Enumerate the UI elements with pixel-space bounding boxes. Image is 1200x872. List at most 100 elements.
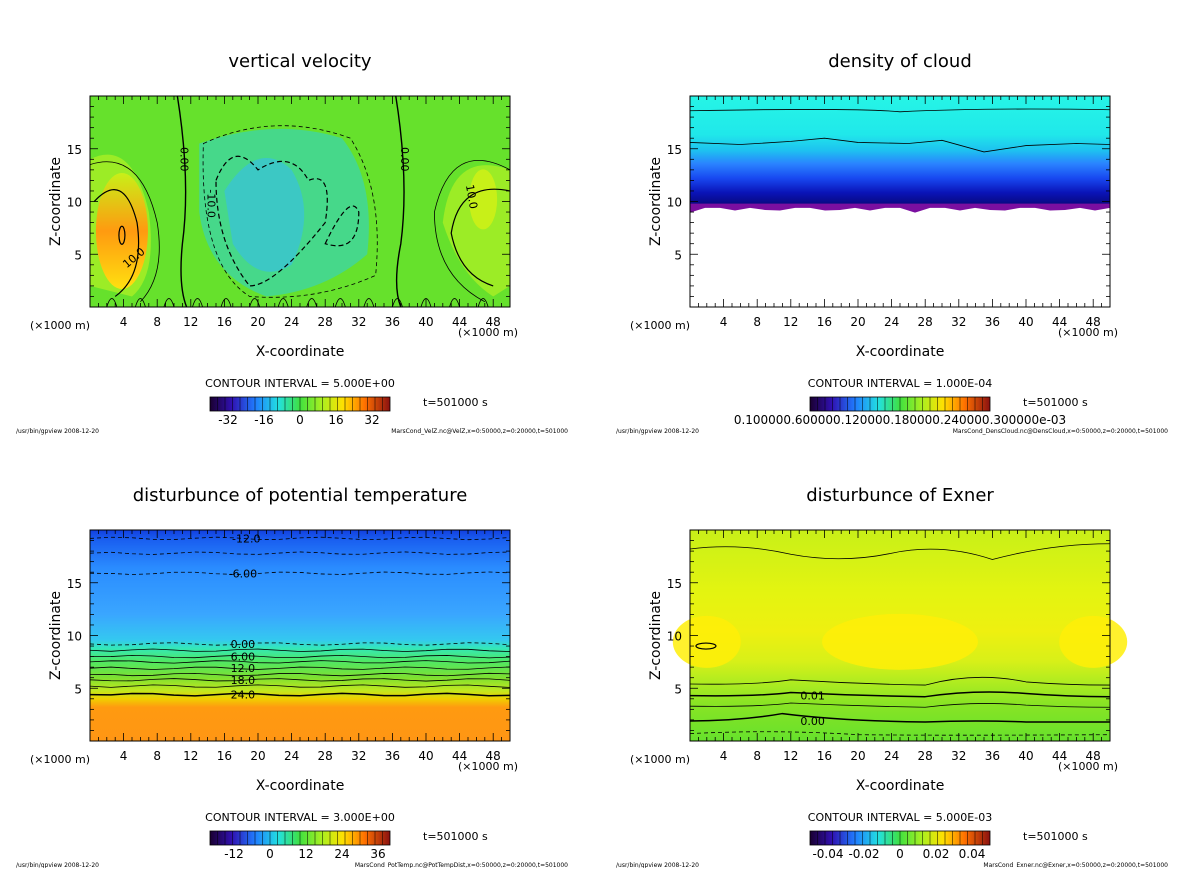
x-tick-label: 36	[385, 315, 400, 329]
y-axis-label: Z-coordinate	[48, 591, 64, 680]
y-tick-label: 5	[674, 682, 682, 696]
x-tick-label: 24	[884, 315, 899, 329]
colorbar-label: 16	[328, 413, 343, 427]
colorbar-label: 36	[370, 847, 385, 861]
x-tick-label: 28	[318, 315, 333, 329]
x-unit-label: (×1000 m)	[30, 753, 90, 766]
footer-right: MarsCond_DensCloud.nc@DensCloud,x=0:5000…	[953, 428, 1168, 435]
x-tick-label: 40	[418, 315, 433, 329]
plot-field: 0.00 0.00-10.010.010.0	[90, 96, 510, 307]
y-tick-label: 10	[67, 630, 82, 644]
x-unit-label-right: (×1000 m)	[458, 760, 518, 773]
colorbar-label: -32	[218, 413, 238, 427]
y-tick-label: 5	[74, 682, 82, 696]
contour-label: -12.0	[232, 532, 260, 545]
x-tick-label: 20	[850, 315, 865, 329]
chart-panel: disturbunce of potential temperature-12.…	[16, 485, 568, 868]
chart-title: disturbunce of Exner	[806, 485, 994, 506]
y-tick-label: 5	[674, 248, 682, 262]
x-tick-label: 24	[884, 749, 899, 763]
x-tick-label: 16	[217, 315, 232, 329]
y-axis-label: Z-coordinate	[648, 591, 664, 680]
x-tick-label: 8	[153, 315, 161, 329]
field-background	[90, 530, 510, 741]
x-tick-label: 40	[1018, 749, 1033, 763]
colorbar-label: 0.04	[959, 847, 986, 861]
contour-interval-text: CONTOUR INTERVAL = 5.000E-03	[808, 811, 992, 824]
colorbar-label: -0.02	[848, 847, 879, 861]
x-tick-label: 28	[918, 315, 933, 329]
x-tick-label: 16	[817, 749, 832, 763]
colorbar-label: 0.02	[923, 847, 950, 861]
colorbar-label: 0	[896, 847, 904, 861]
exner-high-right	[1059, 616, 1127, 668]
x-unit-label: (×1000 m)	[630, 753, 690, 766]
contour-label: -10.0	[205, 189, 218, 217]
x-tick-label: 8	[753, 749, 761, 763]
colorbar-label: -16	[254, 413, 274, 427]
x-tick-label: 12	[783, 315, 798, 329]
contour-label: 0.00	[398, 147, 411, 172]
x-unit-label: (×1000 m)	[630, 319, 690, 332]
contour-interval-text: CONTOUR INTERVAL = 1.000E-04	[808, 377, 992, 390]
x-tick-label: 32	[951, 749, 966, 763]
x-axis-label: X-coordinate	[256, 778, 345, 794]
x-tick-label: 12	[183, 315, 198, 329]
contour-label: 0.00	[178, 147, 191, 172]
x-tick-label: 36	[385, 749, 400, 763]
y-tick-label: 15	[67, 577, 82, 591]
x-tick-label: 32	[351, 315, 366, 329]
x-unit-label-right: (×1000 m)	[1058, 326, 1118, 339]
y-axis-label: Z-coordinate	[48, 157, 64, 246]
x-tick-label: 8	[753, 315, 761, 329]
footer-left: /usr/bin/gpview 2008-12-20	[16, 862, 99, 868]
x-tick-label: 32	[351, 749, 366, 763]
y-tick-label: 15	[667, 577, 682, 591]
chart-title: vertical velocity	[228, 51, 372, 72]
plot-field	[690, 96, 1110, 307]
x-tick-label: 4	[120, 315, 128, 329]
time-stamp: t=501000 s	[1023, 396, 1088, 409]
x-tick-label: 12	[783, 749, 798, 763]
time-stamp: t=501000 s	[1023, 830, 1088, 843]
footer-right: MarsCond_VelZ.nc@VelZ,x=0:50000,z=0:2000…	[391, 428, 568, 435]
figure-page: vertical velocity 0.00 0.00 -10.0 10.0 10.0 4 8…	[0, 0, 1200, 868]
x-tick-label: 16	[217, 749, 232, 763]
x-tick-label: 36	[985, 749, 1000, 763]
x-tick-label: 4	[720, 315, 728, 329]
x-tick-label: 36	[985, 315, 1000, 329]
contour-label: -6.00	[229, 567, 257, 580]
x-unit-label: (×1000 m)	[30, 319, 90, 332]
colorbar-label: -12	[224, 847, 244, 861]
x-tick-label: 20	[250, 749, 265, 763]
x-tick-label: 32	[951, 315, 966, 329]
plot-field: -12.0-6.000.006.0012.018.024.0	[90, 530, 510, 741]
plot-field: 0.010.00	[673, 530, 1127, 741]
chart-panel: disturbunce of Exner0.010.004 8 12 16 20 24 28…	[616, 485, 1168, 868]
footer-left: /usr/bin/gpview 2008-12-20	[16, 428, 99, 435]
exner-high-left	[673, 616, 741, 668]
x-tick-label: 4	[120, 749, 128, 763]
colorbar-label: 24	[334, 847, 349, 861]
x-unit-label-right: (×1000 m)	[458, 326, 518, 339]
x-tick-label: 40	[418, 749, 433, 763]
exner-high-center	[822, 614, 978, 670]
time-stamp: t=501000 s	[423, 396, 488, 409]
x-tick-label: 4	[720, 749, 728, 763]
x-tick-label: 28	[318, 749, 333, 763]
x-tick-label: 16	[817, 315, 832, 329]
x-tick-label: 28	[918, 749, 933, 763]
cloud-layer	[690, 96, 1110, 206]
figure-canvas: vertical velocity0.00 0.00-10.010.010.04 8…	[0, 0, 1200, 868]
y-tick-label: 10	[667, 196, 682, 210]
contour-label: 0.01	[800, 690, 825, 703]
x-axis-label: X-coordinate	[256, 344, 345, 360]
y-tick-label: 10	[67, 196, 82, 210]
y-tick-label: 5	[74, 248, 82, 262]
y-tick-label: 10	[667, 630, 682, 644]
colorbar: -32 -16 0 16 32	[210, 397, 390, 427]
colorbar-label: 32	[364, 413, 379, 427]
x-tick-label: 24	[284, 749, 299, 763]
colorbar: -12 0 12 24 36	[210, 831, 390, 861]
colorbar-label: -0.04	[812, 847, 843, 861]
